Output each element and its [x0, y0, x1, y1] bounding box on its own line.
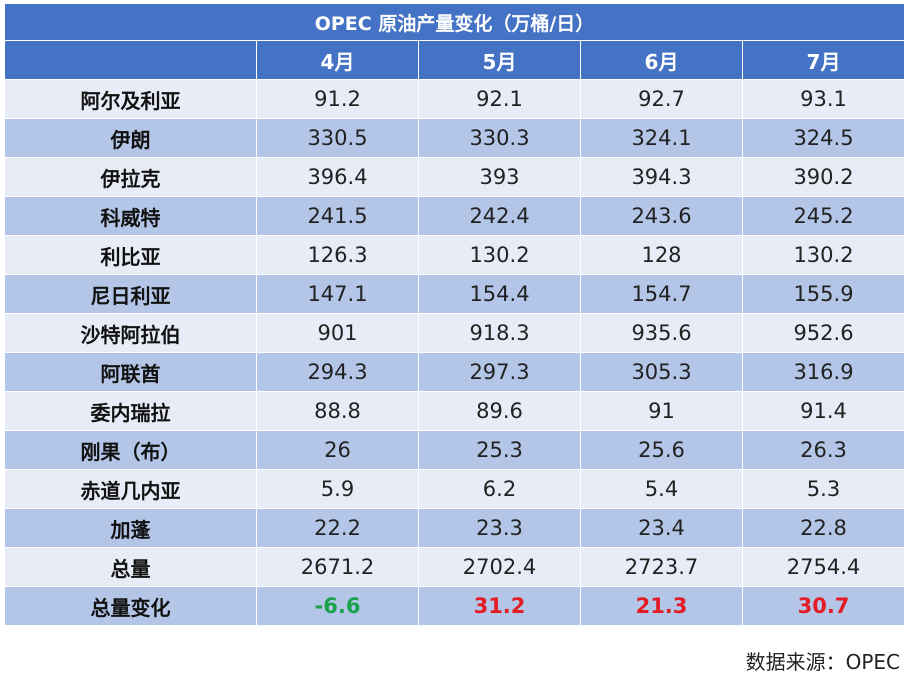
title-row: OPEC 原油产量变化（万桶/日）: [3, 3, 906, 41]
value-cell: 23.4: [580, 508, 743, 548]
table-row: 利比亚 126.3 130.2 128 130.2: [4, 235, 906, 275]
value-cell: 22.2: [256, 508, 419, 548]
table-title: OPEC 原油产量变化（万桶/日）: [3, 3, 906, 41]
value-cell: 393: [418, 157, 581, 197]
value-cell: 242.4: [418, 196, 581, 236]
data-source-note: 数据来源：OPEC: [745, 650, 900, 674]
value-cell: 5.3: [741, 469, 906, 509]
value-cell: 2754.4: [741, 547, 906, 587]
opec-table-container: OPEC 原油产量变化（万桶/日） 4月 5月 6月 7月 阿尔及利亚 91.2 9…: [3, 3, 906, 626]
value-cell: 130.2: [741, 235, 906, 275]
table-row: 阿联酋 294.3 297.3 305.3 316.9: [4, 352, 906, 392]
header-row: 4月 5月 6月 7月: [4, 40, 906, 80]
value-cell: 935.6: [580, 313, 743, 353]
value-cell: 21.3: [580, 586, 743, 626]
value-cell: 130.2: [418, 235, 581, 275]
table-row: 总量 2671.2 2702.4 2723.7 2754.4: [4, 547, 906, 587]
value-cell: 30.7: [741, 586, 906, 626]
value-cell: 6.2: [418, 469, 581, 509]
value-cell: 128: [580, 235, 743, 275]
opec-production-table: OPEC 原油产量变化（万桶/日） 4月 5月 6月 7月 阿尔及利亚 91.2 9…: [3, 3, 906, 626]
value-cell: 297.3: [418, 352, 581, 392]
table-row: 尼日利亚 147.1 154.4 154.7 155.9: [4, 274, 906, 314]
table-row: 伊拉克 396.4 393 394.3 390.2: [4, 157, 906, 197]
value-cell: 243.6: [580, 196, 743, 236]
value-cell: 245.2: [741, 196, 906, 236]
value-cell: 88.8: [256, 391, 419, 431]
value-cell: 92.1: [418, 79, 581, 119]
value-cell: 390.2: [741, 157, 906, 197]
header-cell-july: 7月: [741, 40, 906, 80]
value-cell: 952.6: [741, 313, 906, 353]
value-cell: 241.5: [256, 196, 419, 236]
value-cell: -6.6: [256, 586, 419, 626]
table-row: 加蓬 22.2 23.3 23.4 22.8: [4, 508, 906, 548]
row-label-cell: 阿联酋: [4, 352, 257, 392]
value-cell: 25.3: [418, 430, 581, 470]
value-cell: 394.3: [580, 157, 743, 197]
row-label-cell: 总量: [4, 547, 257, 587]
header-cell-april: 4月: [256, 40, 419, 80]
table-row: 科威特 241.5 242.4 243.6 245.2: [4, 196, 906, 236]
header-cell-june: 6月: [580, 40, 743, 80]
table-row: 刚果（布） 26 25.3 25.6 26.3: [4, 430, 906, 470]
value-cell: 316.9: [741, 352, 906, 392]
value-cell: 305.3: [580, 352, 743, 392]
value-cell: 2723.7: [580, 547, 743, 587]
value-cell: 330.5: [256, 118, 419, 158]
value-cell: 155.9: [741, 274, 906, 314]
value-cell: 330.3: [418, 118, 581, 158]
table-row: 委内瑞拉 88.8 89.6 91 91.4: [4, 391, 906, 431]
value-cell: 918.3: [418, 313, 581, 353]
value-cell: 89.6: [418, 391, 581, 431]
table-row: 阿尔及利亚 91.2 92.1 92.7 93.1: [4, 79, 906, 119]
value-cell: 5.9: [256, 469, 419, 509]
row-label-cell: 科威特: [4, 196, 257, 236]
value-cell: 26.3: [741, 430, 906, 470]
table-row: 伊朗 330.5 330.3 324.1 324.5: [4, 118, 906, 158]
value-cell: 91: [580, 391, 743, 431]
value-cell: 93.1: [741, 79, 906, 119]
value-cell: 2671.2: [256, 547, 419, 587]
row-label-cell: 刚果（布）: [4, 430, 257, 470]
value-cell: 31.2: [418, 586, 581, 626]
header-cell-corner: [4, 40, 257, 80]
row-label-cell: 伊拉克: [4, 157, 257, 197]
value-cell: 126.3: [256, 235, 419, 275]
table-row: 赤道几内亚 5.9 6.2 5.4 5.3: [4, 469, 906, 509]
value-cell: 26: [256, 430, 419, 470]
value-cell: 5.4: [580, 469, 743, 509]
value-cell: 324.1: [580, 118, 743, 158]
row-label-cell: 加蓬: [4, 508, 257, 548]
value-cell: 154.4: [418, 274, 581, 314]
row-label-cell: 总量变化: [4, 586, 257, 626]
table-row: 沙特阿拉伯 901 918.3 935.6 952.6: [4, 313, 906, 353]
value-cell: 147.1: [256, 274, 419, 314]
value-cell: 91.2: [256, 79, 419, 119]
value-cell: 92.7: [580, 79, 743, 119]
value-cell: 324.5: [741, 118, 906, 158]
header-cell-may: 5月: [418, 40, 581, 80]
value-cell: 25.6: [580, 430, 743, 470]
row-label-cell: 沙特阿拉伯: [4, 313, 257, 353]
table-body: 阿尔及利亚 91.2 92.1 92.7 93.1 伊朗 330.5 330.3 324.1 32…: [4, 79, 906, 626]
row-label-cell: 委内瑞拉: [4, 391, 257, 431]
row-label-cell: 尼日利亚: [4, 274, 257, 314]
value-cell: 154.7: [580, 274, 743, 314]
value-cell: 2702.4: [418, 547, 581, 587]
row-label-cell: 利比亚: [4, 235, 257, 275]
value-cell: 901: [256, 313, 419, 353]
value-cell: 23.3: [418, 508, 581, 548]
value-cell: 91.4: [741, 391, 906, 431]
value-cell: 396.4: [256, 157, 419, 197]
row-label-cell: 伊朗: [4, 118, 257, 158]
value-cell: 22.8: [741, 508, 906, 548]
table-row: 总量变化 -6.6 31.2 21.3 30.7: [4, 586, 906, 626]
row-label-cell: 阿尔及利亚: [4, 79, 257, 119]
row-label-cell: 赤道几内亚: [4, 469, 257, 509]
value-cell: 294.3: [256, 352, 419, 392]
